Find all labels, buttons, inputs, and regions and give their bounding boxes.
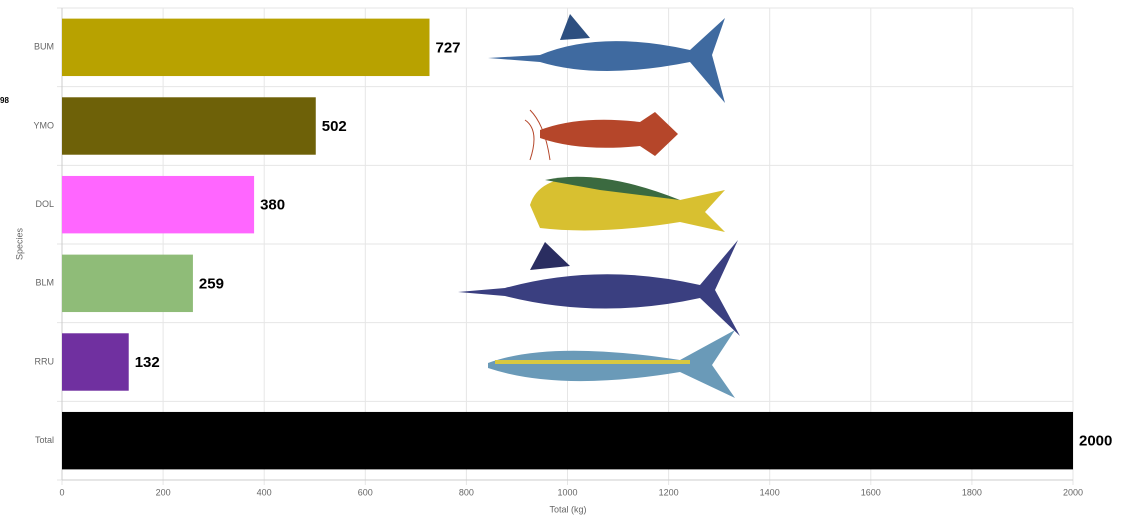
x-tick-label: 1000 bbox=[557, 487, 577, 497]
squid-illustration bbox=[524, 109, 678, 161]
y-tick-label: YMO bbox=[33, 120, 54, 130]
x-tick-label: 1600 bbox=[861, 487, 881, 497]
value-label: 502 bbox=[322, 118, 347, 135]
blue-marlin-illustration bbox=[458, 240, 740, 336]
x-tick-label: 600 bbox=[358, 487, 373, 497]
value-label: 727 bbox=[435, 39, 460, 56]
x-tick-label: 1400 bbox=[760, 487, 780, 497]
x-axis-label: Total (kg) bbox=[549, 504, 586, 514]
x-tick-label: 200 bbox=[156, 487, 171, 497]
x-tick-label: 2000 bbox=[1063, 487, 1083, 497]
x-tick-label: 400 bbox=[257, 487, 272, 497]
x-tick-label: 1800 bbox=[962, 487, 982, 497]
value-label: 259 bbox=[199, 275, 224, 292]
tuna-illustration bbox=[488, 330, 735, 398]
bar bbox=[62, 18, 430, 77]
value-label: 132 bbox=[135, 354, 160, 371]
side-label: 98 bbox=[0, 96, 9, 105]
y-tick-label: Total bbox=[35, 435, 54, 445]
bar bbox=[62, 175, 255, 234]
y-tick-label: BUM bbox=[34, 42, 54, 52]
bar bbox=[62, 333, 129, 391]
x-tick-label: 0 bbox=[59, 487, 64, 497]
y-tick-label: RRU bbox=[35, 356, 55, 366]
x-tick-label: 800 bbox=[459, 487, 474, 497]
bar bbox=[62, 254, 193, 313]
value-label: 380 bbox=[260, 197, 285, 214]
mahi-illustration bbox=[530, 176, 725, 232]
y-axis-label: Species bbox=[14, 227, 24, 260]
value-label: 2000 bbox=[1079, 433, 1112, 450]
marlin-illustration bbox=[488, 14, 725, 103]
x-tick-label: 1200 bbox=[659, 487, 679, 497]
bar bbox=[62, 411, 1073, 470]
y-tick-label: BLM bbox=[35, 278, 54, 288]
bar bbox=[62, 97, 316, 155]
y-tick-label: DOL bbox=[35, 199, 54, 209]
fish-illustrations bbox=[458, 14, 740, 398]
